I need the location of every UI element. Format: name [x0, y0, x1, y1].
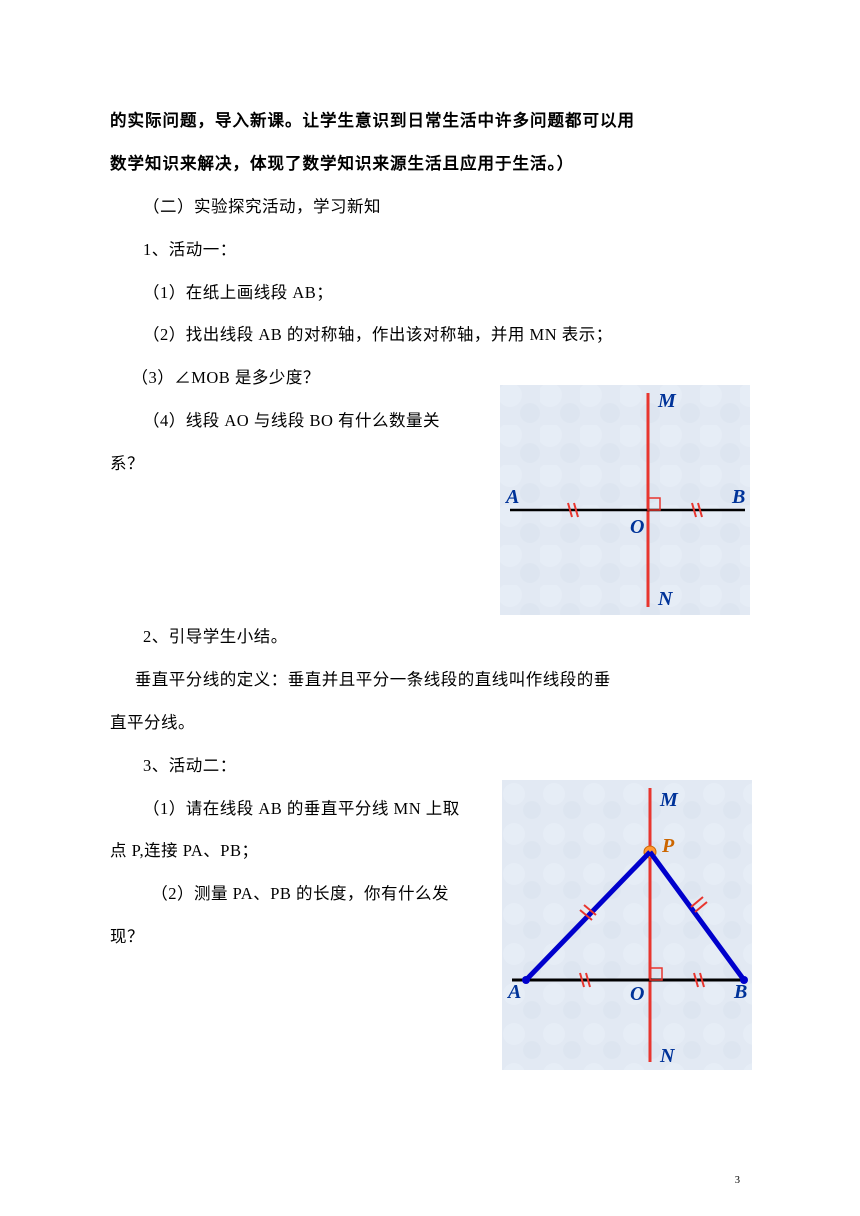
label2-N: N [659, 1045, 676, 1067]
label-O: O [630, 516, 644, 538]
page-number: 3 [735, 1175, 740, 1186]
section-heading: （二）实验探究活动，学习新知 [110, 186, 750, 229]
activity2-step1a: （1）请在线段 AB 的垂直平分线 MN 上取 [110, 788, 504, 831]
activity1-step4b: 系？ [110, 443, 504, 486]
activity1-title: 1、活动一： [110, 229, 750, 272]
definition-line2: 直平分线。 [110, 702, 750, 745]
activity1-step2: （2）找出线段 AB 的对称轴，作出该对称轴，并用 MN 表示； [110, 314, 750, 357]
activity1-step1: （1）在纸上画线段 AB； [110, 272, 750, 315]
label-M: M [657, 390, 677, 412]
definition-line1: 垂直平分线的定义：垂直并且平分一条线段的直线叫作线段的垂 [110, 659, 750, 702]
label2-O: O [630, 983, 644, 1005]
activity2-title: 3、活动二： [110, 745, 504, 788]
label2-B: B [733, 981, 747, 1003]
intro-bold-line1: 的实际问题，导入新课。让学生意识到日常生活中许多问题都可以用 [110, 100, 750, 143]
label2-M: M [659, 789, 679, 811]
label2-P: P [661, 835, 675, 857]
activity2-step2a: （2）测量 PA、PB 的长度，你有什么发 [110, 873, 504, 916]
activity1-step4a: （4）线段 AO 与线段 BO 有什么数量关 [110, 400, 504, 443]
activity2-step1b: 点 P,连接 PA、PB； [110, 830, 504, 873]
label-B: B [731, 486, 745, 508]
label-N: N [657, 588, 674, 610]
perpendicular-bisector-triangle-diagram: M N A B O P [502, 780, 752, 1070]
intro-bold-line2: 数学知识来解决，体现了数学知识来源生活且应用于生活。） [110, 143, 750, 186]
label2-A: A [506, 981, 521, 1003]
activity2-step2b: 现？ [110, 916, 504, 959]
summary-title: 2、引导学生小结。 [110, 616, 750, 659]
perpendicular-bisector-diagram: M N A B O [500, 385, 750, 615]
label-A: A [504, 486, 519, 508]
